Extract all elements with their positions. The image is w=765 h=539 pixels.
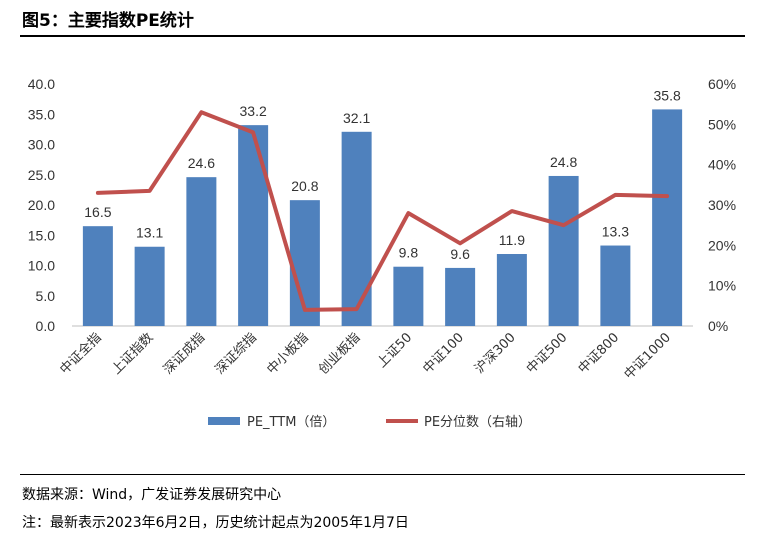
- bar-data-label: 35.8: [654, 87, 681, 103]
- x-category-label: 中证800: [576, 330, 623, 377]
- y-right-tick-label: 50%: [708, 116, 736, 132]
- y-right-tick-label: 10%: [708, 278, 736, 294]
- x-category-label: 中证500: [524, 330, 571, 377]
- pe-chart: 0.0 5.0 10.0 15.0 20.0 25.0 30.0 35.0 40.0 0% 10% 2…: [28, 76, 736, 430]
- pe-bar: [548, 175, 579, 326]
- y-left-tick-label: 25.0: [28, 167, 55, 183]
- pe-bar: [393, 266, 424, 326]
- bar-data-label: 13.3: [602, 224, 629, 240]
- legend-label-line: PE分位数（右轴）: [424, 415, 531, 430]
- bar-data-label: 9.6: [450, 246, 470, 262]
- title-rule: [20, 35, 745, 37]
- x-category-label: 上证50: [375, 330, 416, 371]
- percentile-line: [95, 110, 670, 312]
- pe-bar: [134, 246, 165, 326]
- footer-rule: [20, 474, 745, 475]
- x-category-label: 上证指数: [109, 330, 156, 377]
- bar-data-label: 13.1: [136, 225, 163, 241]
- x-category-label: 创业板指: [316, 330, 363, 377]
- y-left-tick-label: 0.0: [36, 318, 56, 334]
- y-right-tick-label: 40%: [708, 157, 736, 173]
- x-category-label: 中证1000: [622, 330, 674, 382]
- y-left-tick-label: 15.0: [28, 227, 55, 243]
- y-right-tick-label: 30%: [708, 197, 736, 213]
- y-left-tick-label: 30.0: [28, 137, 55, 153]
- y-right-tick-label: 0%: [708, 318, 728, 334]
- pe-bar: [445, 267, 476, 326]
- bar-data-label: 24.6: [188, 155, 215, 171]
- legend-swatch-bar: [208, 417, 240, 425]
- bar-data-label: 9.8: [399, 245, 419, 261]
- x-category-label: 深证综指: [213, 330, 260, 377]
- y-left-tick-label: 10.0: [28, 258, 55, 274]
- x-category-label: 深证成指: [161, 330, 208, 377]
- x-category-label: 中证全指: [57, 330, 105, 378]
- y-right-tick-label: 60%: [708, 76, 736, 92]
- chart-title: 图5：主要指数PE统计: [22, 11, 194, 31]
- pe-bar: [600, 245, 631, 326]
- bar-data-label: 33.2: [240, 103, 267, 119]
- bar-data-label: 24.8: [550, 154, 577, 170]
- y-left-tick-label: 5.0: [36, 288, 56, 304]
- bar-data-label: 16.5: [84, 204, 111, 220]
- legend-label-bar: PE_TTM（倍）: [247, 415, 335, 430]
- pe-bar: [496, 254, 527, 326]
- pe-bar: [238, 125, 269, 326]
- pe-bar: [82, 226, 113, 326]
- x-category-label: 中小板指: [264, 330, 311, 377]
- y-left-tick-label: 20.0: [28, 197, 55, 213]
- date-note: 注：最新表示2023年6月2日，历史统计起点为2005年1月7日: [22, 515, 409, 531]
- pe-bar: [186, 177, 217, 326]
- y-left-tick-label: 40.0: [28, 76, 55, 92]
- bar-data-label: 20.8: [291, 178, 318, 194]
- x-category-label: 沪深300: [471, 330, 518, 377]
- pe-bar: [652, 109, 683, 326]
- bar-data-label: 32.1: [343, 110, 370, 126]
- source-note: 数据来源：Wind，广发证券发展研究中心: [22, 487, 282, 503]
- y-left-tick-label: 35.0: [28, 106, 55, 122]
- pe-bar: [341, 131, 372, 326]
- y-right-tick-label: 20%: [708, 237, 736, 253]
- x-category-label: 中证100: [420, 330, 467, 377]
- bar-data-label: 11.9: [499, 232, 525, 248]
